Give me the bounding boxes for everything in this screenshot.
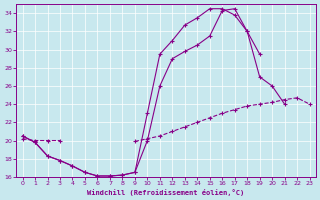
- X-axis label: Windchill (Refroidissement éolien,°C): Windchill (Refroidissement éolien,°C): [87, 189, 245, 196]
